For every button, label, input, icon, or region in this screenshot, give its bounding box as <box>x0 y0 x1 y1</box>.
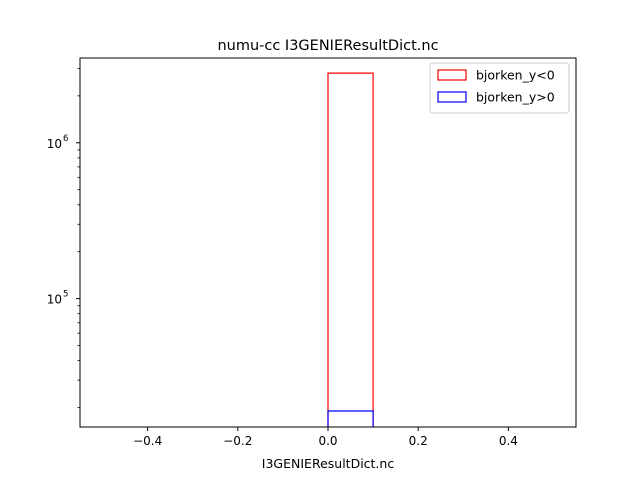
plot-area <box>327 72 374 427</box>
y-tick-exponent: 5 <box>63 290 68 300</box>
legend-label: bjorken_y<0 <box>476 68 555 83</box>
legend-swatch <box>437 91 467 103</box>
x-axis-label: I3GENIEResultDict.nc <box>262 456 395 471</box>
y-tick-base: 10 <box>47 293 62 307</box>
histogram-bin-1-0 <box>327 410 374 427</box>
y-tick-exponent: 6 <box>63 134 68 144</box>
x-tick-label: −0.2 <box>223 434 252 448</box>
y-tick-base: 10 <box>47 137 62 151</box>
x-tick-label: −0.4 <box>133 434 162 448</box>
legend-label: bjorken_y>0 <box>476 90 555 105</box>
histogram-bin-0-0 <box>327 72 374 427</box>
x-tick-label: 0.2 <box>409 434 428 448</box>
chart-title: numu-cc I3GENIEResultDict.nc <box>217 38 438 54</box>
legend: bjorken_y<0 bjorken_y>0 <box>429 62 570 114</box>
y-tick-label: 10 5 <box>47 290 69 307</box>
x-axis-ticks: −0.4 −0.2 0.0 0.2 0.4 <box>133 427 518 448</box>
x-tick-label: 0.4 <box>499 434 518 448</box>
x-tick-label: 0.0 <box>318 434 337 448</box>
legend-box <box>429 62 570 114</box>
legend-swatch <box>437 69 467 81</box>
y-tick-label: 10 6 <box>47 134 69 151</box>
